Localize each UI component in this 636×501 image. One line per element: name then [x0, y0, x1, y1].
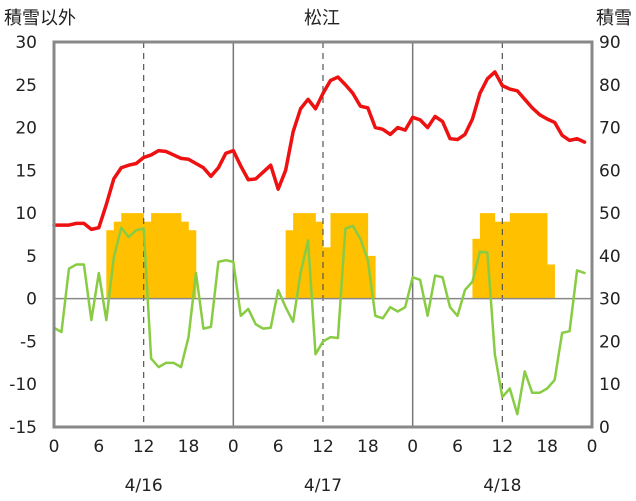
left-tick-label: 20 — [15, 119, 37, 139]
left-tick-label: -10 — [9, 375, 37, 395]
snow-bars — [106, 213, 555, 299]
snow-bar — [479, 213, 488, 299]
snow-bar — [188, 230, 197, 299]
snow-bar — [151, 213, 159, 299]
left-tick-label: 10 — [15, 204, 37, 224]
snow-bar — [173, 213, 182, 299]
snow-bar — [121, 213, 130, 299]
hour-tick-label: 18 — [357, 437, 379, 457]
hour-tick-label: 12 — [492, 437, 514, 457]
snow-bar — [502, 221, 511, 299]
hour-tick-label: 18 — [536, 437, 558, 457]
plot-frame — [52, 40, 594, 429]
right-tick-label: 40 — [599, 247, 621, 267]
right-tick-label: 90 — [599, 33, 621, 53]
right-tick-label: 80 — [599, 76, 621, 96]
snow-bar — [494, 221, 503, 299]
left-tick-label: 30 — [15, 33, 37, 53]
left-tick-label: 5 — [26, 247, 37, 267]
snow-bar — [517, 213, 526, 299]
hour-tick-labels: 0 6 12 18 0 6 12 18 0 6 12 18 0 — [49, 437, 598, 457]
snow-bar — [308, 213, 316, 299]
snow-bar — [323, 247, 331, 299]
series-line-1 — [52, 224, 586, 416]
right-tick-label: 30 — [599, 290, 621, 310]
left-tick-label: -15 — [9, 418, 37, 438]
snow-bar — [330, 213, 339, 299]
snow-bar — [136, 213, 144, 299]
plot-border — [52, 40, 594, 429]
snow-bar — [337, 213, 346, 299]
day-labels: 4/16 4/17 4/18 — [125, 476, 522, 496]
hour-tick-label: 12 — [312, 437, 334, 457]
day-label: 4/18 — [483, 476, 521, 496]
right-tick-label: 60 — [599, 161, 621, 181]
snow-bar — [113, 221, 122, 299]
left-tick-label: -5 — [20, 332, 37, 352]
hour-tick-label: 6 — [93, 437, 104, 457]
hour-tick-label: 6 — [452, 437, 463, 457]
snow-bar — [367, 255, 376, 299]
right-axis-title: 積雪 — [596, 8, 632, 29]
right-tick-label: 20 — [599, 332, 621, 352]
snow-bar — [487, 213, 496, 299]
snow-bar — [352, 213, 361, 299]
right-tick-label: 70 — [599, 119, 621, 139]
snow-bar — [315, 221, 324, 299]
right-tick-label: 0 — [599, 418, 610, 438]
left-tick-label: 25 — [15, 76, 37, 96]
snow-bar — [106, 230, 115, 299]
snow-bar — [158, 213, 167, 299]
snow-bar — [509, 213, 518, 299]
snow-bar — [345, 213, 354, 299]
snow-bar — [285, 230, 294, 299]
snow-bar — [532, 213, 540, 299]
hour-tick-label: 0 — [587, 437, 598, 457]
right-tick-label: 50 — [599, 204, 621, 224]
snow-bar — [128, 213, 137, 299]
snow-bar — [539, 213, 548, 299]
day-label: 4/17 — [304, 476, 342, 496]
hour-tick-label: 12 — [133, 437, 155, 457]
hour-tick-label: 0 — [49, 437, 60, 457]
snow-bar — [524, 213, 533, 299]
snow-bar — [360, 213, 369, 299]
left-tick-label: 15 — [15, 161, 37, 181]
snow-bar — [166, 213, 174, 299]
snow-bar — [547, 264, 555, 299]
snow-bar — [181, 221, 189, 299]
left-tick-label: 0 — [26, 290, 37, 310]
right-tick-labels: 90 80 70 60 50 40 30 20 10 0 — [599, 33, 621, 438]
series-line-0 — [52, 70, 587, 232]
left-tick-labels: 30 25 20 15 10 5 0 -5 -10 -15 — [9, 33, 37, 438]
hour-tick-label: 0 — [407, 437, 418, 457]
hour-tick-label: 0 — [228, 437, 239, 457]
chart-title: 松江 — [304, 8, 340, 29]
snow-bar — [293, 213, 301, 299]
hour-tick-label: 6 — [273, 437, 284, 457]
right-tick-label: 10 — [599, 375, 621, 395]
day-label: 4/16 — [125, 476, 163, 496]
left-axis-title: 積雪以外 — [4, 8, 76, 29]
snow-bar — [143, 221, 152, 299]
hour-tick-label: 18 — [178, 437, 200, 457]
